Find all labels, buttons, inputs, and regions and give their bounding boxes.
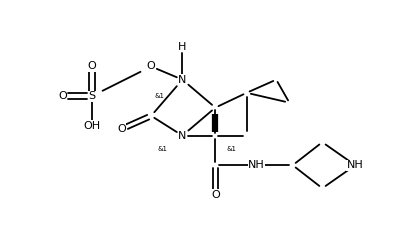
Text: O: O: [147, 62, 155, 71]
Text: N: N: [178, 131, 186, 141]
Text: &1: &1: [154, 93, 164, 99]
Text: OH: OH: [83, 121, 100, 131]
Text: O: O: [58, 91, 66, 101]
Text: O: O: [87, 62, 96, 71]
Text: S: S: [88, 91, 95, 101]
Text: NH: NH: [247, 160, 264, 170]
Text: O: O: [117, 124, 126, 134]
Text: NH: NH: [346, 160, 363, 170]
Text: &1: &1: [157, 146, 167, 152]
Text: O: O: [211, 190, 219, 200]
Text: H: H: [178, 42, 186, 52]
Text: &1: &1: [226, 146, 236, 152]
Text: N: N: [178, 75, 186, 85]
